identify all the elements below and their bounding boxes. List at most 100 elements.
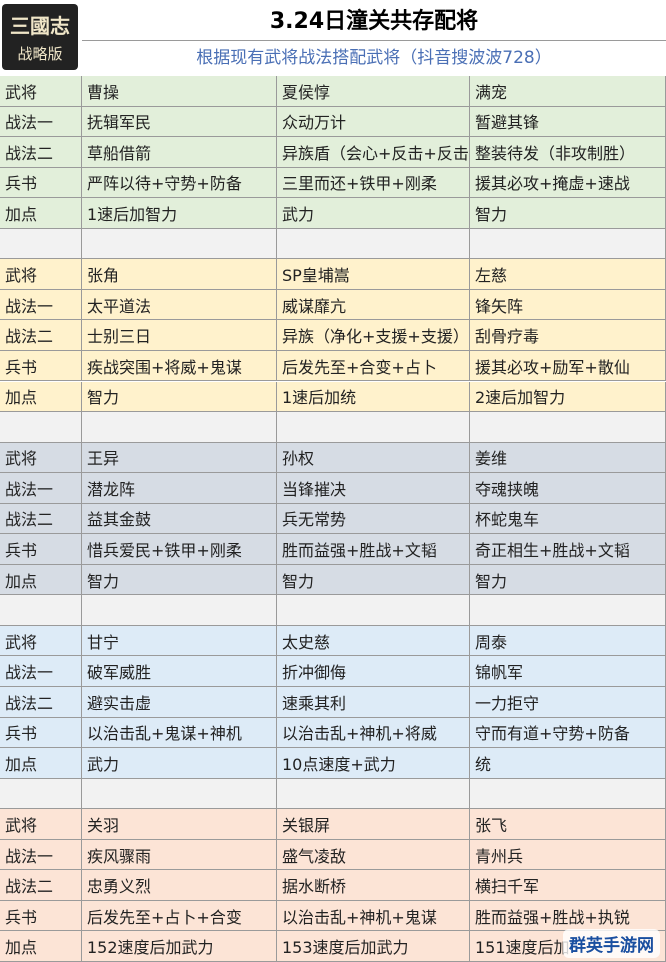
table-cell: 速乘其利 [277, 687, 470, 718]
table-cell: 甘宁 [82, 625, 277, 657]
table-cell: 疾战突围+将威+鬼谋 [82, 350, 277, 382]
table-cell: 统 [470, 748, 666, 779]
row-label: 加点 [0, 931, 82, 962]
table-cell: 折冲御侮 [277, 656, 470, 687]
table-cell: 据水断桥 [277, 870, 470, 901]
table-cell: 以治击乱+神机+鬼谋 [277, 900, 470, 932]
row-label: 战法一 [0, 106, 82, 138]
table-cell: 众动万计 [277, 106, 470, 138]
blank-cell [82, 778, 277, 810]
row-label: 战法二 [0, 320, 82, 351]
blank-cell [470, 412, 666, 443]
table-cell: 153速度后加武力 [277, 931, 470, 962]
table-cell: 智力 [470, 198, 666, 229]
table-cell: 满宠 [470, 76, 666, 107]
table-cell: 严阵以待+守势+防备 [82, 167, 277, 199]
table-cell: 威谋靡亢 [277, 289, 470, 321]
table-cell: 抚辑军民 [82, 106, 277, 138]
row-label: 加点 [0, 564, 82, 596]
table-cell: 青州兵 [470, 839, 666, 871]
table-cell: 夺魂挟魄 [470, 473, 666, 504]
table-cell: 智力 [82, 381, 277, 413]
table-cell: 异族（净化+支援+支援） [277, 320, 470, 351]
table-cell: 暂避其锋 [470, 106, 666, 138]
table-cell: 异族盾（会心+反击+反击 [277, 137, 470, 168]
table-cell: 王异 [82, 442, 277, 474]
row-label: 加点 [0, 198, 82, 229]
table-cell: 锦帆军 [470, 656, 666, 687]
table-cell: 避实击虚 [82, 687, 277, 718]
table-cell: 惜兵爱民+铁甲+刚柔 [82, 534, 277, 565]
table-cell: 刮骨疗毒 [470, 320, 666, 351]
row-label: 武将 [0, 809, 82, 840]
table-cell: 杯蛇鬼车 [470, 503, 666, 535]
row-label: 战法二 [0, 137, 82, 168]
table-cell: 一力拒守 [470, 687, 666, 718]
row-label: 兵书 [0, 350, 82, 382]
table-cell: 奇正相生+胜战+文韬 [470, 534, 666, 565]
blank-cell [470, 228, 666, 260]
table-cell: 当锋摧决 [277, 473, 470, 504]
table-cell: 1速后加统 [277, 381, 470, 413]
table-cell: 忠勇义烈 [82, 870, 277, 901]
row-label: 战法二 [0, 870, 82, 901]
table-cell: 潜龙阵 [82, 473, 277, 504]
table-cell: 智力 [470, 564, 666, 596]
table-cell: SP皇埔嵩 [277, 259, 470, 290]
table-cell: 曹操 [82, 76, 277, 107]
row-label: 武将 [0, 259, 82, 290]
table-cell: 兵无常势 [277, 503, 470, 535]
table-cell: 守而有道+守势+防备 [470, 717, 666, 749]
table-cell: 武力 [82, 748, 277, 779]
table-cell: 疾风骤雨 [82, 839, 277, 871]
blank-cell [277, 228, 470, 260]
blank-cell [0, 228, 82, 260]
table-cell: 后发先至+合变+占卜 [277, 350, 470, 382]
table-cell: 三里而还+铁甲+刚柔 [277, 167, 470, 199]
blank-cell [470, 595, 666, 626]
logo: 三國志 战略版 [2, 4, 78, 70]
table-cell: 关银屏 [277, 809, 470, 840]
title: 3.24日潼关共存配将 [82, 4, 666, 41]
row-label: 战法二 [0, 503, 82, 535]
row-label: 兵书 [0, 534, 82, 565]
table-cell: 胜而益强+胜战+执锐 [470, 900, 666, 932]
logo-text: 三國志 [10, 14, 70, 38]
table-cell: 关羽 [82, 809, 277, 840]
blank-cell [470, 778, 666, 810]
row-label: 战法一 [0, 656, 82, 687]
table-cell: 援其必攻+励军+散仙 [470, 350, 666, 382]
blank-cell [277, 595, 470, 626]
table-cell: 以治击乱+鬼谋+神机 [82, 717, 277, 749]
table-cell: 孙权 [277, 442, 470, 474]
blank-cell [0, 412, 82, 443]
table-cell: 益其金鼓 [82, 503, 277, 535]
row-label: 战法二 [0, 687, 82, 718]
table-cell: 张角 [82, 259, 277, 290]
row-label: 加点 [0, 748, 82, 779]
blank-cell [277, 778, 470, 810]
row-label: 武将 [0, 76, 82, 107]
row-label: 兵书 [0, 167, 82, 199]
table-cell: 草船借箭 [82, 137, 277, 168]
table-cell: 智力 [277, 564, 470, 596]
table-cell: 2速后加智力 [470, 381, 666, 413]
table-cell: 后发先至+占卜+合变 [82, 900, 277, 932]
row-label: 加点 [0, 381, 82, 413]
table-cell: 10点速度+武力 [277, 748, 470, 779]
logo-text: 战略版 [17, 45, 63, 63]
row-label: 战法一 [0, 473, 82, 504]
row-label: 战法一 [0, 839, 82, 871]
table-cell: 援其必攻+掩虚+速战 [470, 167, 666, 199]
row-label: 武将 [0, 625, 82, 657]
blank-cell [277, 412, 470, 443]
table-cell: 左慈 [470, 259, 666, 290]
table-cell: 姜维 [470, 442, 666, 474]
table-cell: 横扫千军 [470, 870, 666, 901]
table-cell: 武力 [277, 198, 470, 229]
table-cell: 整装待发（非攻制胜） [470, 137, 666, 168]
table-cell: 士别三日 [82, 320, 277, 351]
table-cell: 盛气凌敌 [277, 839, 470, 871]
table-cell: 锋矢阵 [470, 289, 666, 321]
